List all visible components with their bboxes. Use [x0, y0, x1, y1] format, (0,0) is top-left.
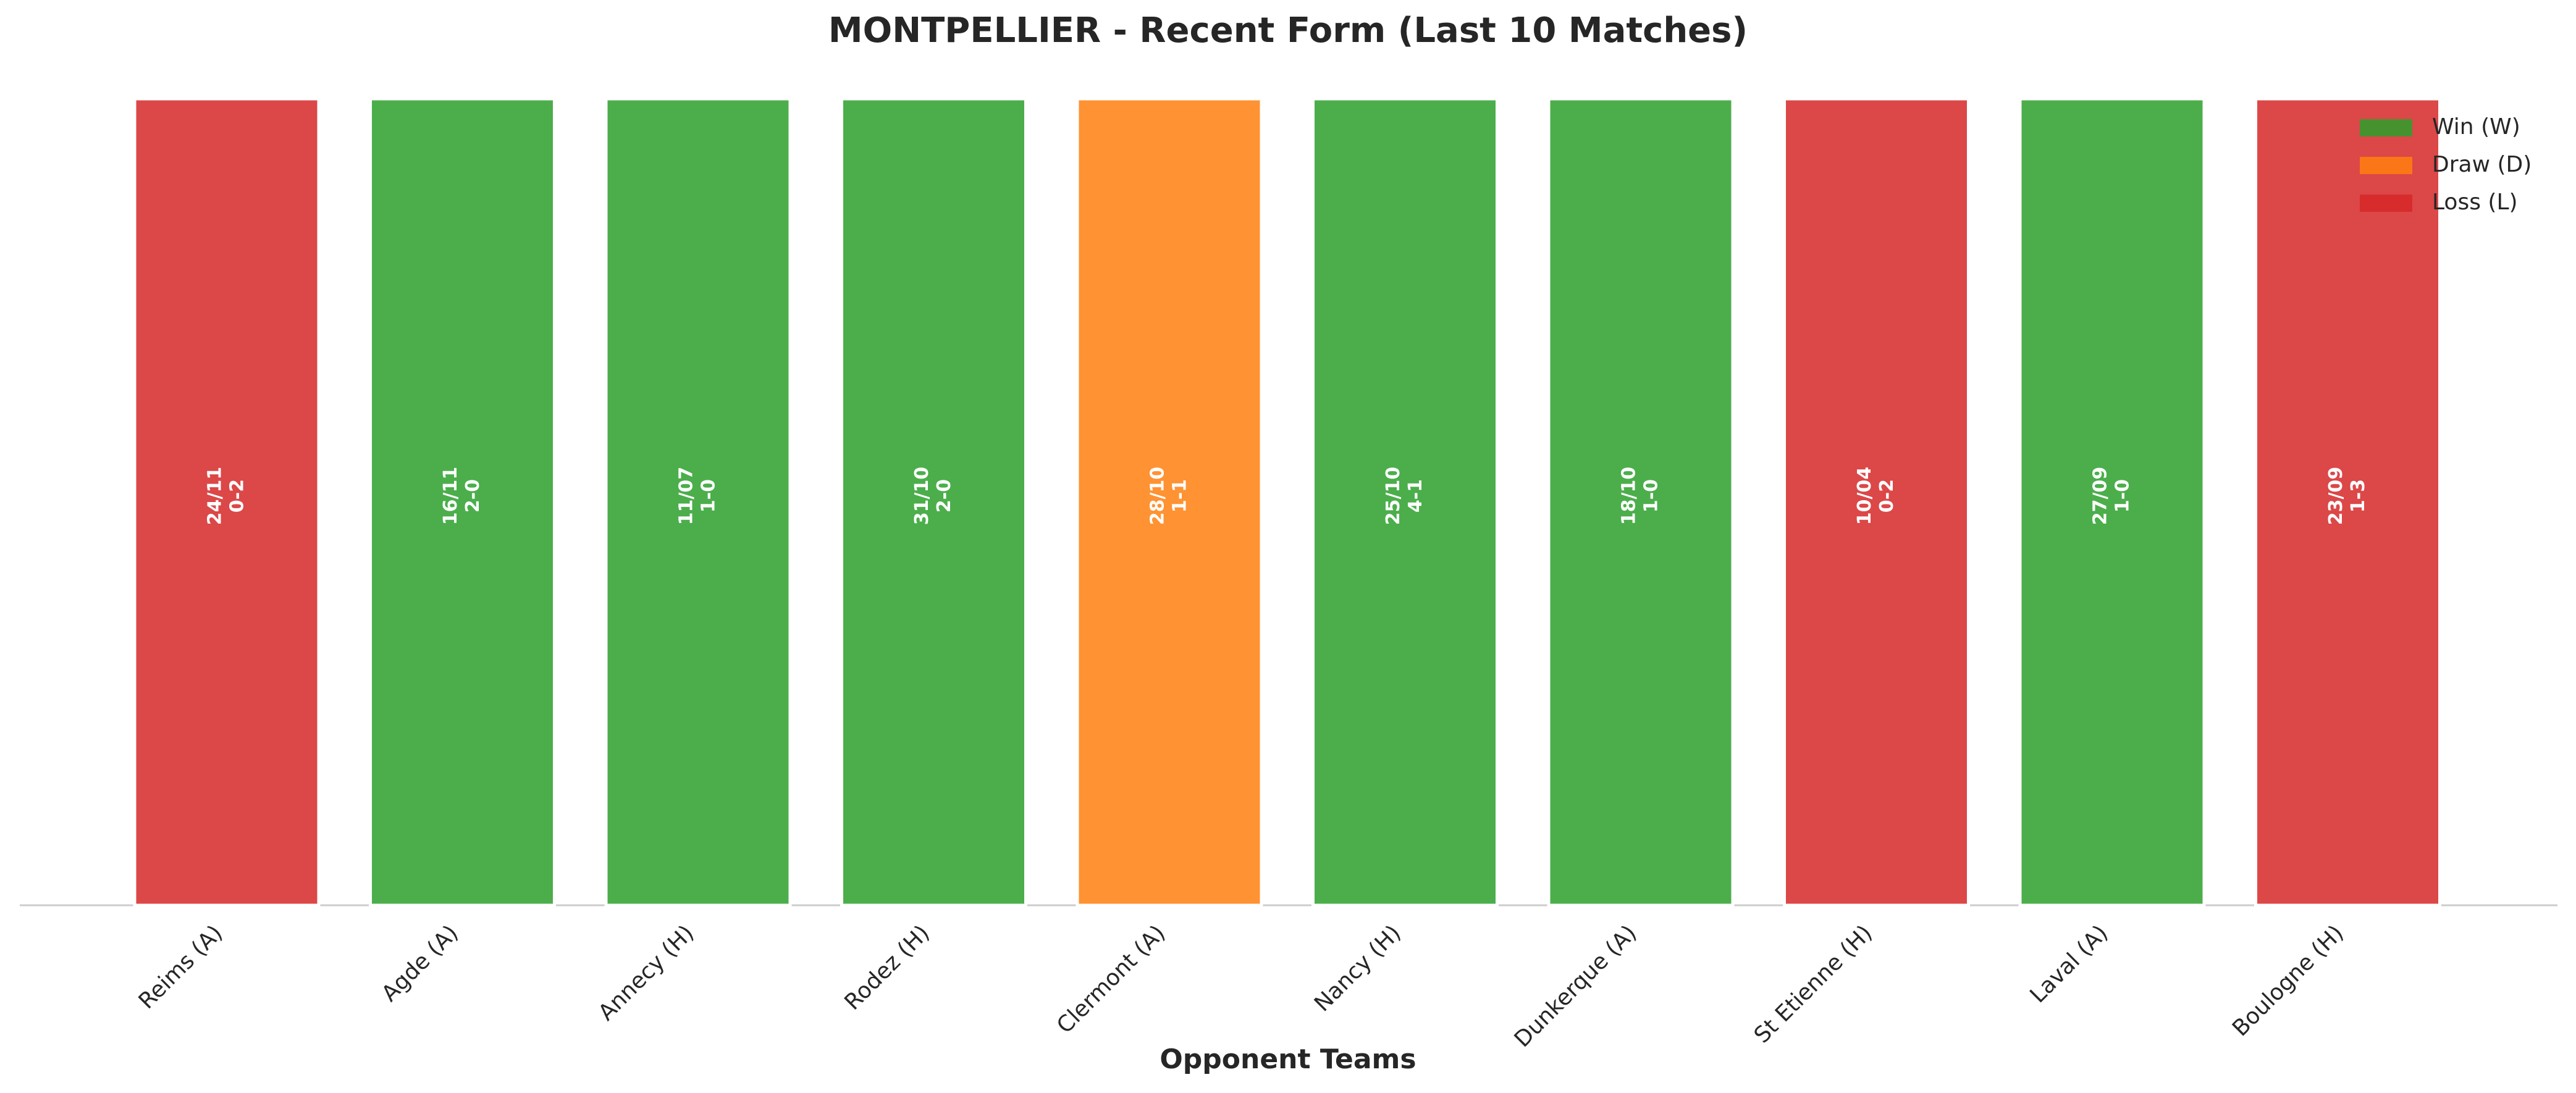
bar [369, 97, 556, 907]
bar-score-label: 0-2 [227, 479, 248, 513]
bar [1547, 97, 1735, 907]
x-tick-label: Clermont (A) [1052, 920, 1170, 1038]
bar-date-label: 16/11 [440, 467, 461, 525]
bar-date-label: 31/10 [911, 467, 933, 525]
x-tick-label: Agde (A) [377, 920, 463, 1007]
legend-swatch [2360, 157, 2412, 174]
legend-swatch [2360, 119, 2412, 136]
x-tick-label: Dunkerque (A) [1510, 920, 1642, 1052]
bar [2254, 97, 2441, 907]
legend-label: Loss (L) [2432, 190, 2518, 215]
bar-score-label: 1-1 [1169, 479, 1191, 513]
bar-date-label: 28/10 [1147, 467, 1169, 525]
bar-date-label: 11/07 [676, 467, 697, 525]
bar-score-label: 1-3 [2347, 479, 2369, 513]
legend-label: Draw (D) [2432, 152, 2532, 177]
bar [840, 97, 1027, 907]
bar [604, 97, 792, 907]
x-tick-label: Nancy (H) [1310, 920, 1406, 1016]
bar [1783, 97, 1970, 907]
bar [2018, 97, 2206, 907]
bar-score-label: 2-0 [462, 479, 484, 513]
bar-date-label: 18/10 [1618, 467, 1640, 525]
bar [1311, 97, 1499, 907]
legend-label: Win (W) [2432, 114, 2520, 140]
bar-date-label: 25/10 [1383, 467, 1404, 525]
x-axis-label: Opponent Teams [1160, 1044, 1416, 1075]
chart-title: MONTPELLIER - Recent Form (Last 10 Match… [828, 10, 1748, 51]
x-tick-label: Boulogne (H) [2228, 920, 2349, 1041]
x-tick-label: Annecy (H) [594, 920, 699, 1025]
bar [1075, 97, 1263, 907]
x-tick-label: St Etienne (H) [1749, 920, 1877, 1048]
bar-date-label: 24/11 [204, 467, 226, 525]
x-tick-label: Reims (A) [134, 920, 228, 1014]
bar-score-label: 1-0 [698, 479, 720, 513]
x-tick-label: Laval (A) [2026, 920, 2113, 1008]
legend-swatch [2360, 195, 2412, 212]
bar-date-label: 23/09 [2325, 467, 2347, 525]
bar-score-label: 4-1 [1405, 479, 1426, 513]
bar-score-label: 1-0 [2112, 479, 2134, 513]
bar-score-label: 2-0 [933, 479, 955, 513]
bar-date-label: 10/04 [1854, 467, 1875, 525]
bar [133, 97, 321, 907]
bar-score-label: 1-0 [1641, 479, 1662, 513]
bar-date-label: 27/09 [2090, 467, 2111, 525]
x-tick-label: Rodez (H) [840, 920, 935, 1015]
bar-score-label: 0-2 [1876, 479, 1898, 513]
